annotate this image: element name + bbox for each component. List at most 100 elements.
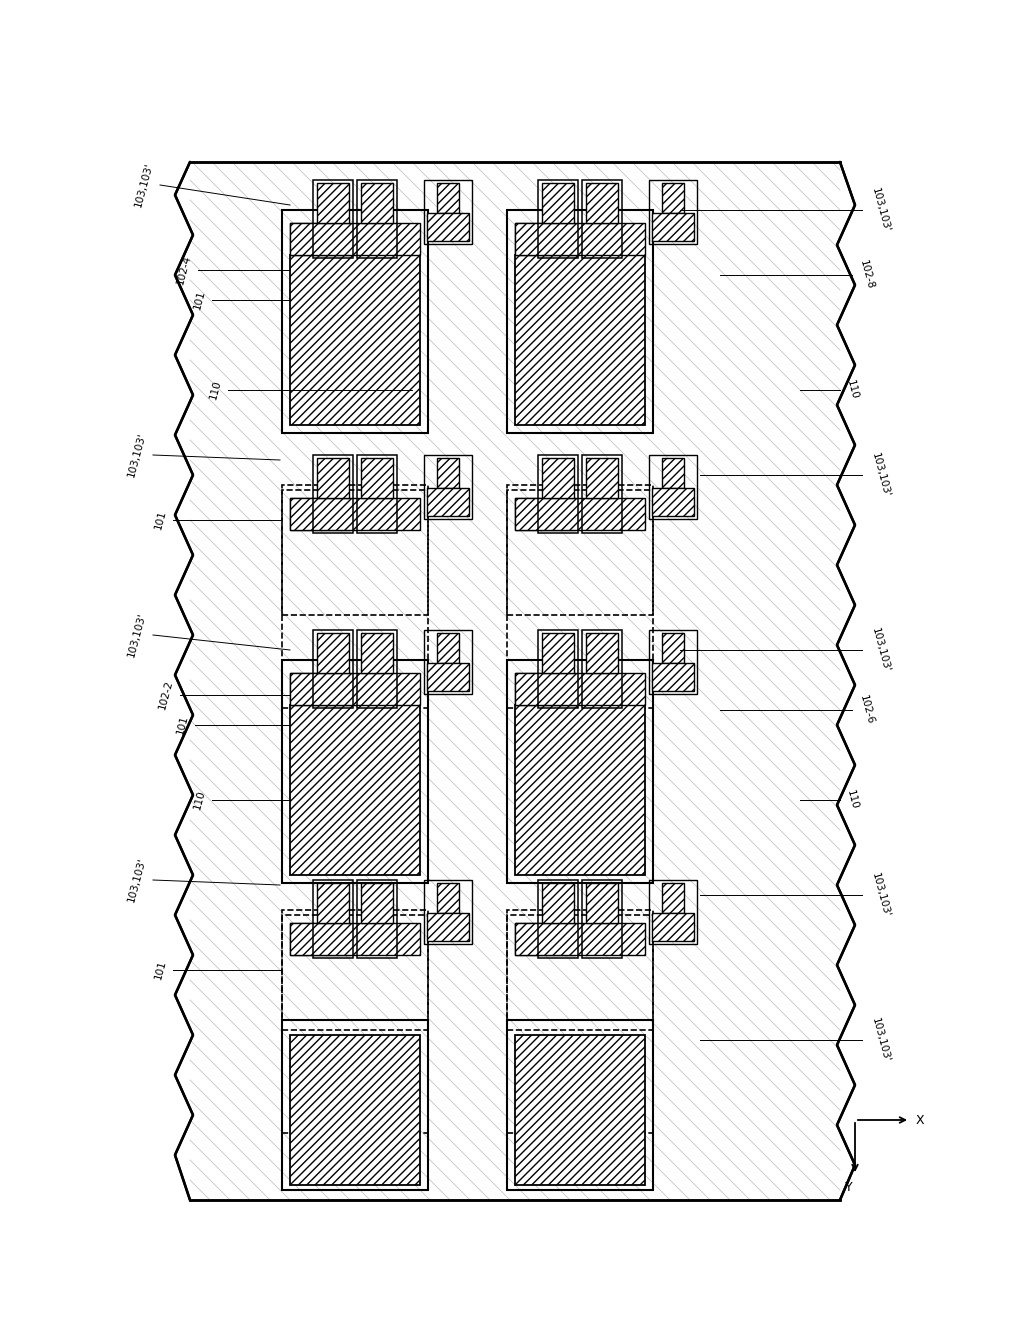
Bar [515, 223, 575, 255]
Bar [507, 484, 653, 708]
Bar [662, 883, 684, 913]
Text: 101: 101 [175, 714, 190, 735]
Bar [290, 498, 420, 531]
Bar [290, 498, 350, 531]
Text: 110: 110 [193, 789, 207, 810]
Bar [361, 634, 393, 673]
Text: Y: Y [845, 1181, 853, 1195]
Bar [649, 630, 697, 694]
Text: 103,103': 103,103' [127, 432, 148, 478]
Bar [538, 455, 578, 533]
Bar [662, 183, 684, 213]
Text: 103,103': 103,103' [870, 451, 892, 499]
Text: Patent Application Publication: Patent Application Publication [155, 33, 356, 46]
Bar [290, 673, 420, 705]
Bar [282, 490, 428, 615]
Bar [662, 634, 684, 663]
Bar [649, 180, 697, 244]
Bar [507, 210, 653, 433]
Bar [317, 183, 349, 223]
Bar [582, 455, 622, 533]
Text: 110: 110 [208, 379, 223, 401]
Bar [290, 255, 420, 425]
Bar [507, 909, 653, 1133]
Text: 102-2: 102-2 [158, 680, 175, 711]
Bar [649, 455, 697, 519]
Bar [175, 0, 855, 162]
Bar [515, 673, 645, 705]
Bar [357, 180, 397, 257]
Text: US 2011/0281392 A1: US 2011/0281392 A1 [755, 33, 893, 46]
Bar [507, 915, 653, 1030]
Bar [282, 909, 428, 1133]
Bar [282, 484, 428, 708]
Bar [437, 883, 459, 913]
Bar [855, 0, 1024, 1320]
Text: 101: 101 [154, 960, 168, 981]
Text: 103,103': 103,103' [127, 857, 148, 903]
Bar [582, 180, 622, 257]
Bar [424, 455, 472, 519]
Bar [313, 455, 353, 533]
Bar [586, 183, 618, 223]
Text: 103,103': 103,103' [870, 186, 892, 234]
Bar [582, 630, 622, 708]
Bar [424, 180, 472, 244]
Text: 102-8: 102-8 [858, 259, 876, 290]
Bar [507, 490, 653, 615]
Bar [538, 630, 578, 708]
Bar [282, 1020, 428, 1191]
Bar [542, 883, 574, 923]
Bar [282, 915, 428, 1030]
Bar [290, 923, 350, 954]
Bar [282, 660, 428, 883]
Bar [649, 880, 697, 944]
Text: Nov. 17, 2011   Sheet 5 of 12: Nov. 17, 2011 Sheet 5 of 12 [460, 33, 652, 46]
Bar [437, 458, 459, 488]
Bar [317, 634, 349, 673]
Bar [542, 183, 574, 223]
Text: 103,103': 103,103' [870, 871, 892, 919]
Bar [652, 913, 694, 941]
Bar [515, 255, 645, 425]
Bar [515, 1035, 645, 1185]
Bar [662, 458, 684, 488]
Bar [652, 488, 694, 516]
Text: 110: 110 [845, 789, 860, 810]
Bar [317, 458, 349, 498]
Bar [538, 180, 578, 257]
Text: 103,103': 103,103' [133, 161, 155, 209]
Bar [290, 223, 420, 255]
Bar [357, 880, 397, 958]
Bar [515, 673, 575, 705]
Text: 102-6: 102-6 [858, 694, 876, 726]
Text: 101: 101 [154, 510, 168, 531]
Bar [507, 660, 653, 883]
Bar [427, 913, 469, 941]
Bar [175, 1200, 855, 1320]
Bar [515, 923, 645, 954]
Bar [586, 458, 618, 498]
Bar [427, 663, 469, 690]
Bar [424, 880, 472, 944]
Bar [582, 880, 622, 958]
Text: 110: 110 [845, 379, 860, 401]
Bar [542, 458, 574, 498]
Text: FIG. 2D: FIG. 2D [51, 688, 148, 711]
Bar [652, 663, 694, 690]
Bar [427, 213, 469, 242]
Bar [290, 1035, 420, 1185]
Bar [357, 630, 397, 708]
Bar [424, 630, 472, 694]
Bar [515, 223, 645, 255]
Bar [361, 458, 393, 498]
Bar [282, 210, 428, 433]
Bar [313, 880, 353, 958]
Bar [515, 498, 575, 531]
Bar [427, 488, 469, 516]
Bar [361, 883, 393, 923]
Bar [290, 923, 420, 954]
Bar [317, 883, 349, 923]
Text: X: X [916, 1114, 925, 1126]
Bar [507, 1020, 653, 1191]
